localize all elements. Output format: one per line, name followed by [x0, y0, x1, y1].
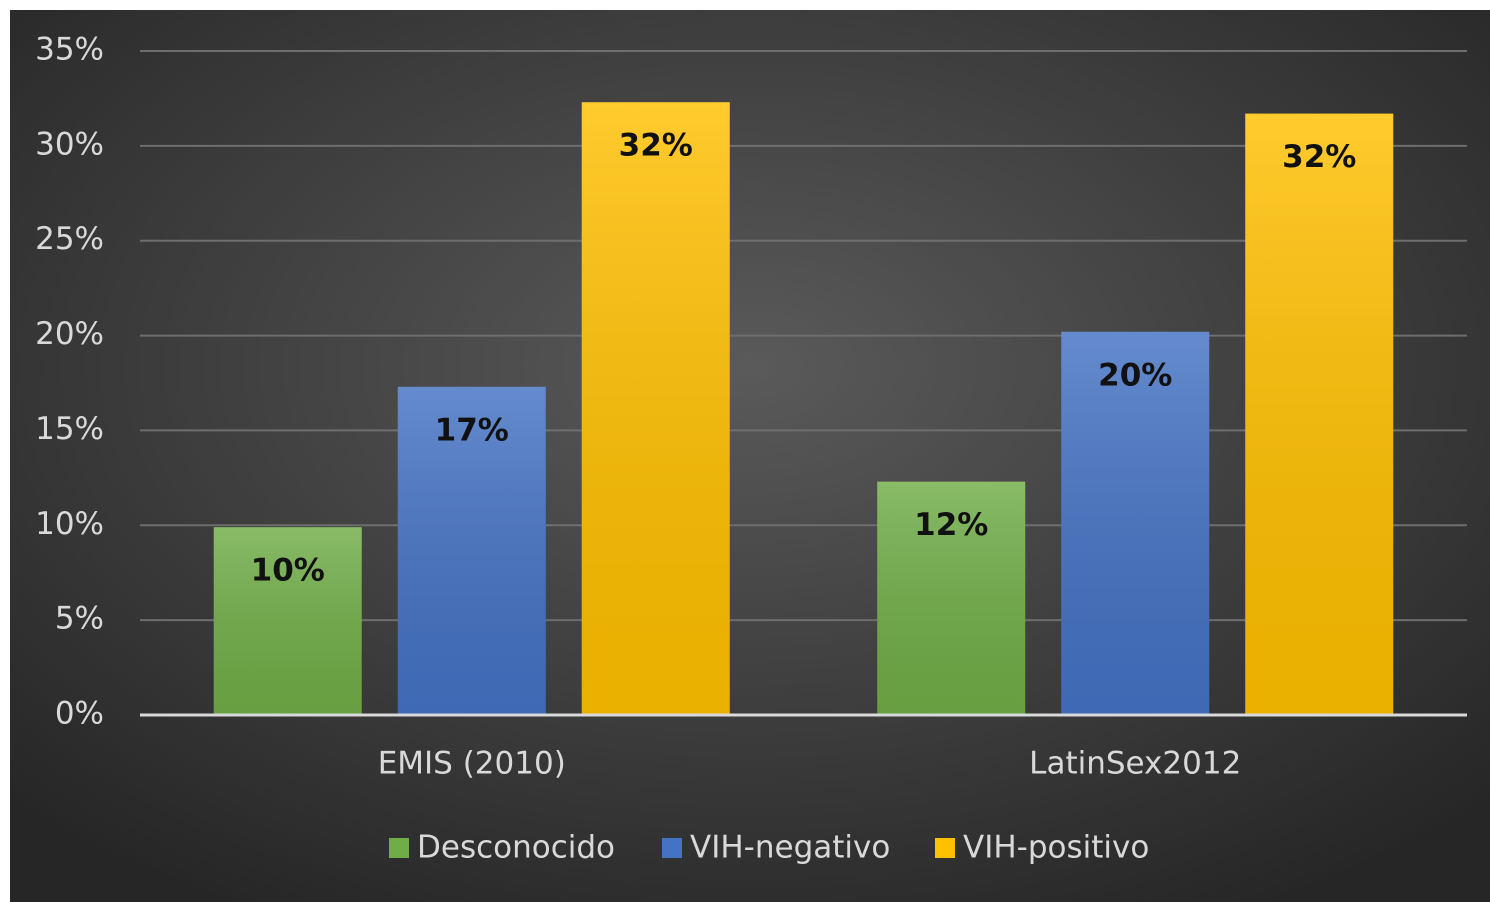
data-label: 32%	[619, 128, 693, 164]
bar-shade	[581, 102, 730, 716]
data-label: 32%	[1282, 139, 1356, 175]
data-label: 20%	[1098, 357, 1172, 393]
data-label: 12%	[914, 507, 988, 543]
legend-label: VIH-negativo	[690, 830, 890, 866]
bar-shade	[1245, 113, 1394, 715]
y-tick-label: 15%	[35, 411, 104, 447]
y-tick-label: 35%	[35, 32, 104, 68]
legend-label: VIH-positivo	[963, 830, 1149, 866]
bar-shade	[213, 527, 362, 715]
y-tick-label: 25%	[35, 221, 104, 257]
bar-shade	[397, 386, 546, 715]
legend-label: Desconocido	[417, 830, 615, 866]
y-tick-label: 20%	[35, 316, 104, 352]
chart-background	[10, 10, 1490, 902]
data-label: 17%	[435, 412, 509, 448]
x-tick-label: EMIS (2010)	[378, 746, 566, 782]
x-tick-label: LatinSex2012	[1029, 746, 1241, 782]
y-tick-label: 30%	[35, 126, 104, 162]
legend-swatch	[662, 838, 682, 858]
legend-swatch	[389, 838, 409, 858]
y-tick-label: 5%	[55, 601, 104, 637]
bar-shade	[877, 481, 1026, 715]
bar-shade	[1061, 331, 1210, 715]
y-tick-label: 0%	[55, 696, 104, 732]
y-tick-label: 10%	[35, 506, 104, 542]
legend-swatch	[935, 838, 955, 858]
data-label: 10%	[251, 553, 325, 589]
